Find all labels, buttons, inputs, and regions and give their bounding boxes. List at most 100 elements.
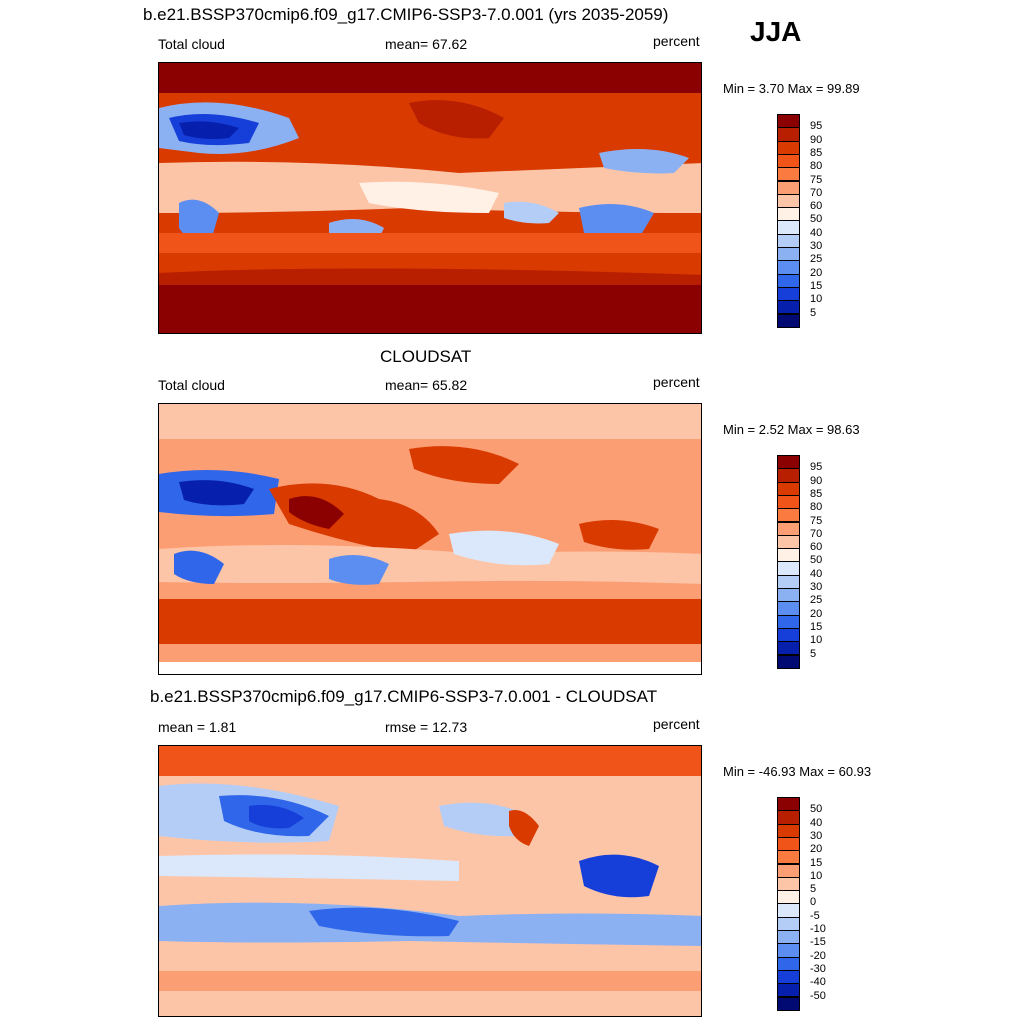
panel1-minmax: Min = 3.70 Max = 99.89 [723, 81, 860, 96]
legend-swatch [777, 654, 800, 669]
legend-swatch [777, 601, 800, 616]
legend-swatch [777, 614, 800, 629]
legend-label: 75 [810, 173, 823, 186]
legend-swatch [777, 983, 800, 998]
legend-swatch [777, 140, 800, 155]
legend-label: 70 [810, 186, 823, 199]
legend-swatch [777, 548, 800, 563]
legend-swatch [777, 823, 800, 838]
legend-swatch [777, 574, 800, 589]
legend-swatch [777, 836, 800, 852]
legend-label: 90 [810, 474, 823, 487]
legend-label: 20 [810, 607, 823, 620]
legend-label: 95 [810, 461, 823, 474]
legend-swatch [777, 455, 800, 470]
legend-label: 5 [810, 306, 817, 319]
legend-label: 0 [810, 896, 817, 909]
panel1-title: b.e21.BSSP370cmip6.f09_g17.CMIP6-SSP3-7.… [143, 5, 669, 24]
legend-swatch [777, 956, 800, 971]
map-model-total-cloud [158, 62, 702, 334]
legend-swatch [777, 850, 800, 865]
legend-swatch [777, 996, 800, 1011]
legend-label: 25 [810, 594, 823, 607]
panel1-left-label: Total cloud [158, 36, 225, 52]
panel3-rmse-label: rmse = 12.73 [385, 719, 468, 735]
legend-label: 30 [810, 240, 823, 252]
map-difference [158, 745, 702, 1017]
legend-label: 10 [810, 634, 823, 647]
legend-swatch [777, 127, 800, 142]
legend-label: -10 [810, 923, 826, 935]
panel3-title: b.e21.BSSP370cmip6.f09_g17.CMIP6-SSP3-7.… [150, 687, 658, 706]
legend-label: -20 [810, 949, 826, 962]
legend-label: -40 [810, 976, 826, 989]
legend-label: 50 [810, 213, 823, 226]
panel2-title: CLOUDSAT [380, 347, 472, 366]
legend-swatch [777, 521, 800, 536]
legend-swatch [777, 797, 800, 812]
legend-label: 80 [810, 160, 823, 173]
legend-swatch [777, 260, 800, 275]
legend-swatch [777, 588, 800, 603]
legend-swatch [777, 876, 800, 892]
panel2-units-label: percent [653, 374, 700, 390]
legend-label: -15 [810, 936, 826, 949]
legend-label: 50 [810, 554, 823, 567]
legend-swatch [777, 273, 800, 288]
legend-label: 90 [810, 133, 823, 146]
legend-swatch [777, 207, 800, 222]
legend-swatch [777, 494, 800, 510]
legend-label: 5 [810, 647, 817, 660]
legend-swatch [777, 481, 800, 496]
legend-swatch [777, 286, 800, 302]
legend-label: 5 [810, 883, 817, 896]
panel3-units-label: percent [653, 716, 700, 732]
legend-swatch [777, 969, 800, 985]
legend-swatch [777, 300, 800, 315]
legend-label: 70 [810, 527, 823, 540]
legend-swatch [777, 508, 800, 523]
legend-label: 50 [810, 803, 823, 816]
panel2-mean-label: mean= 65.82 [385, 377, 468, 393]
legend-swatch [777, 313, 800, 328]
legend-label: 60 [810, 200, 823, 213]
panel1-units-label: percent [653, 33, 700, 49]
legend-label: -30 [810, 962, 826, 975]
legend-swatch [777, 903, 800, 918]
legend-label: -50 [810, 989, 826, 1002]
legend-swatch [777, 153, 800, 169]
legend-swatch [777, 247, 800, 262]
legend-label: 15 [810, 856, 823, 869]
legend-swatch [777, 220, 800, 235]
legend-swatch [777, 943, 800, 958]
legend-swatch [777, 641, 800, 656]
legend-label: 40 [810, 816, 823, 829]
legend-swatch [777, 167, 800, 182]
legend-label: 95 [810, 120, 823, 133]
legend-swatch [777, 114, 800, 129]
legend-swatch [777, 561, 800, 576]
legend-swatch [777, 863, 800, 878]
legend-label: -5 [810, 909, 820, 922]
legend-label: 80 [810, 501, 823, 514]
legend-label: 15 [810, 620, 823, 633]
legend-label: 85 [810, 146, 823, 159]
legend-label: 40 [810, 567, 823, 580]
map-cloudsat-total-cloud [158, 403, 702, 675]
legend-swatch [777, 193, 800, 209]
legend-label: 10 [810, 293, 823, 306]
legend-label: 25 [810, 253, 823, 266]
legend-label: 20 [810, 843, 823, 856]
legend-label: 75 [810, 514, 823, 527]
panel3-mean-label: mean = 1.81 [158, 719, 237, 735]
legend-label: 40 [810, 226, 823, 239]
legend-label: 10 [810, 869, 823, 882]
panel1-mean-label: mean= 67.62 [385, 36, 468, 52]
panel3-minmax: Min = -46.93 Max = 60.93 [723, 764, 872, 779]
legend-label: 30 [810, 829, 823, 842]
legend-swatch [777, 916, 800, 931]
season-label: JJA [750, 16, 802, 47]
panel2-minmax: Min = 2.52 Max = 98.63 [723, 422, 860, 437]
legend-label: 30 [810, 581, 823, 593]
legend-label: 15 [810, 279, 823, 292]
